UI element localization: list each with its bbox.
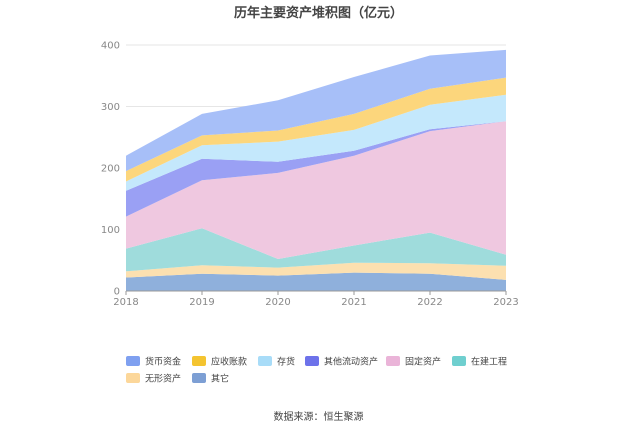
legend-item[interactable]: 其他流动资产	[305, 356, 378, 368]
x-tick-label: 2019	[189, 297, 214, 308]
y-tick-label: 0	[114, 287, 120, 298]
legend-swatch	[192, 373, 206, 383]
x-tick-label: 2021	[341, 297, 366, 308]
area-series-group	[126, 49, 506, 291]
y-tick-label: 200	[101, 164, 120, 175]
legend-label: 在建工程	[471, 356, 507, 368]
legend-swatch	[192, 356, 206, 366]
area-series-4[interactable]	[126, 121, 506, 259]
legend-item[interactable]: 货币资金	[126, 356, 181, 368]
x-tick-label: 2022	[417, 297, 442, 308]
x-tick-label: 2018	[113, 297, 138, 308]
legend-swatch	[452, 356, 466, 366]
area-series-5[interactable]	[126, 121, 506, 217]
axes: 0 100 200 300 400 2018 2019 2020 2021 2022 2023	[101, 41, 519, 309]
y-tick-label: 400	[101, 41, 120, 52]
legend-item[interactable]: 固定资产	[386, 356, 441, 368]
area-series-2[interactable]	[126, 262, 506, 280]
x-tick-label: 2023	[493, 297, 518, 308]
area-series-3[interactable]	[126, 228, 506, 272]
legend-item[interactable]: 其它	[192, 373, 229, 385]
area-series-8[interactable]	[126, 49, 506, 172]
area-series-6[interactable]	[126, 94, 506, 191]
legend-item[interactable]: 无形资产	[126, 373, 181, 385]
legend-swatch	[386, 356, 400, 366]
legend-label: 无形资产	[145, 373, 181, 385]
x-tick-label: 2020	[265, 297, 290, 308]
data-source-note: 数据来源：恒生聚源	[274, 410, 364, 423]
legend-item[interactable]: 在建工程	[452, 356, 507, 368]
legend-label: 货币资金	[145, 356, 181, 368]
legend-item[interactable]: 存货	[258, 356, 295, 368]
legend-label: 应收账款	[211, 356, 247, 368]
legend-label: 其他流动资产	[324, 356, 378, 368]
legend-label: 其它	[211, 373, 229, 385]
y-tick-label: 100	[101, 225, 120, 236]
legend-swatch	[126, 373, 140, 383]
legend-label: 存货	[277, 356, 295, 368]
area-series-7[interactable]	[126, 77, 506, 182]
legend-swatch	[126, 356, 140, 366]
area-series-1[interactable]	[126, 272, 506, 291]
chart-title: 历年主要资产堆积图（亿元）	[234, 5, 403, 21]
legend-label: 固定资产	[405, 356, 441, 368]
legend-item[interactable]: 应收账款	[192, 356, 247, 368]
legend-swatch	[258, 356, 272, 366]
y-tick-label: 300	[101, 102, 120, 113]
legend-swatch	[305, 356, 319, 366]
